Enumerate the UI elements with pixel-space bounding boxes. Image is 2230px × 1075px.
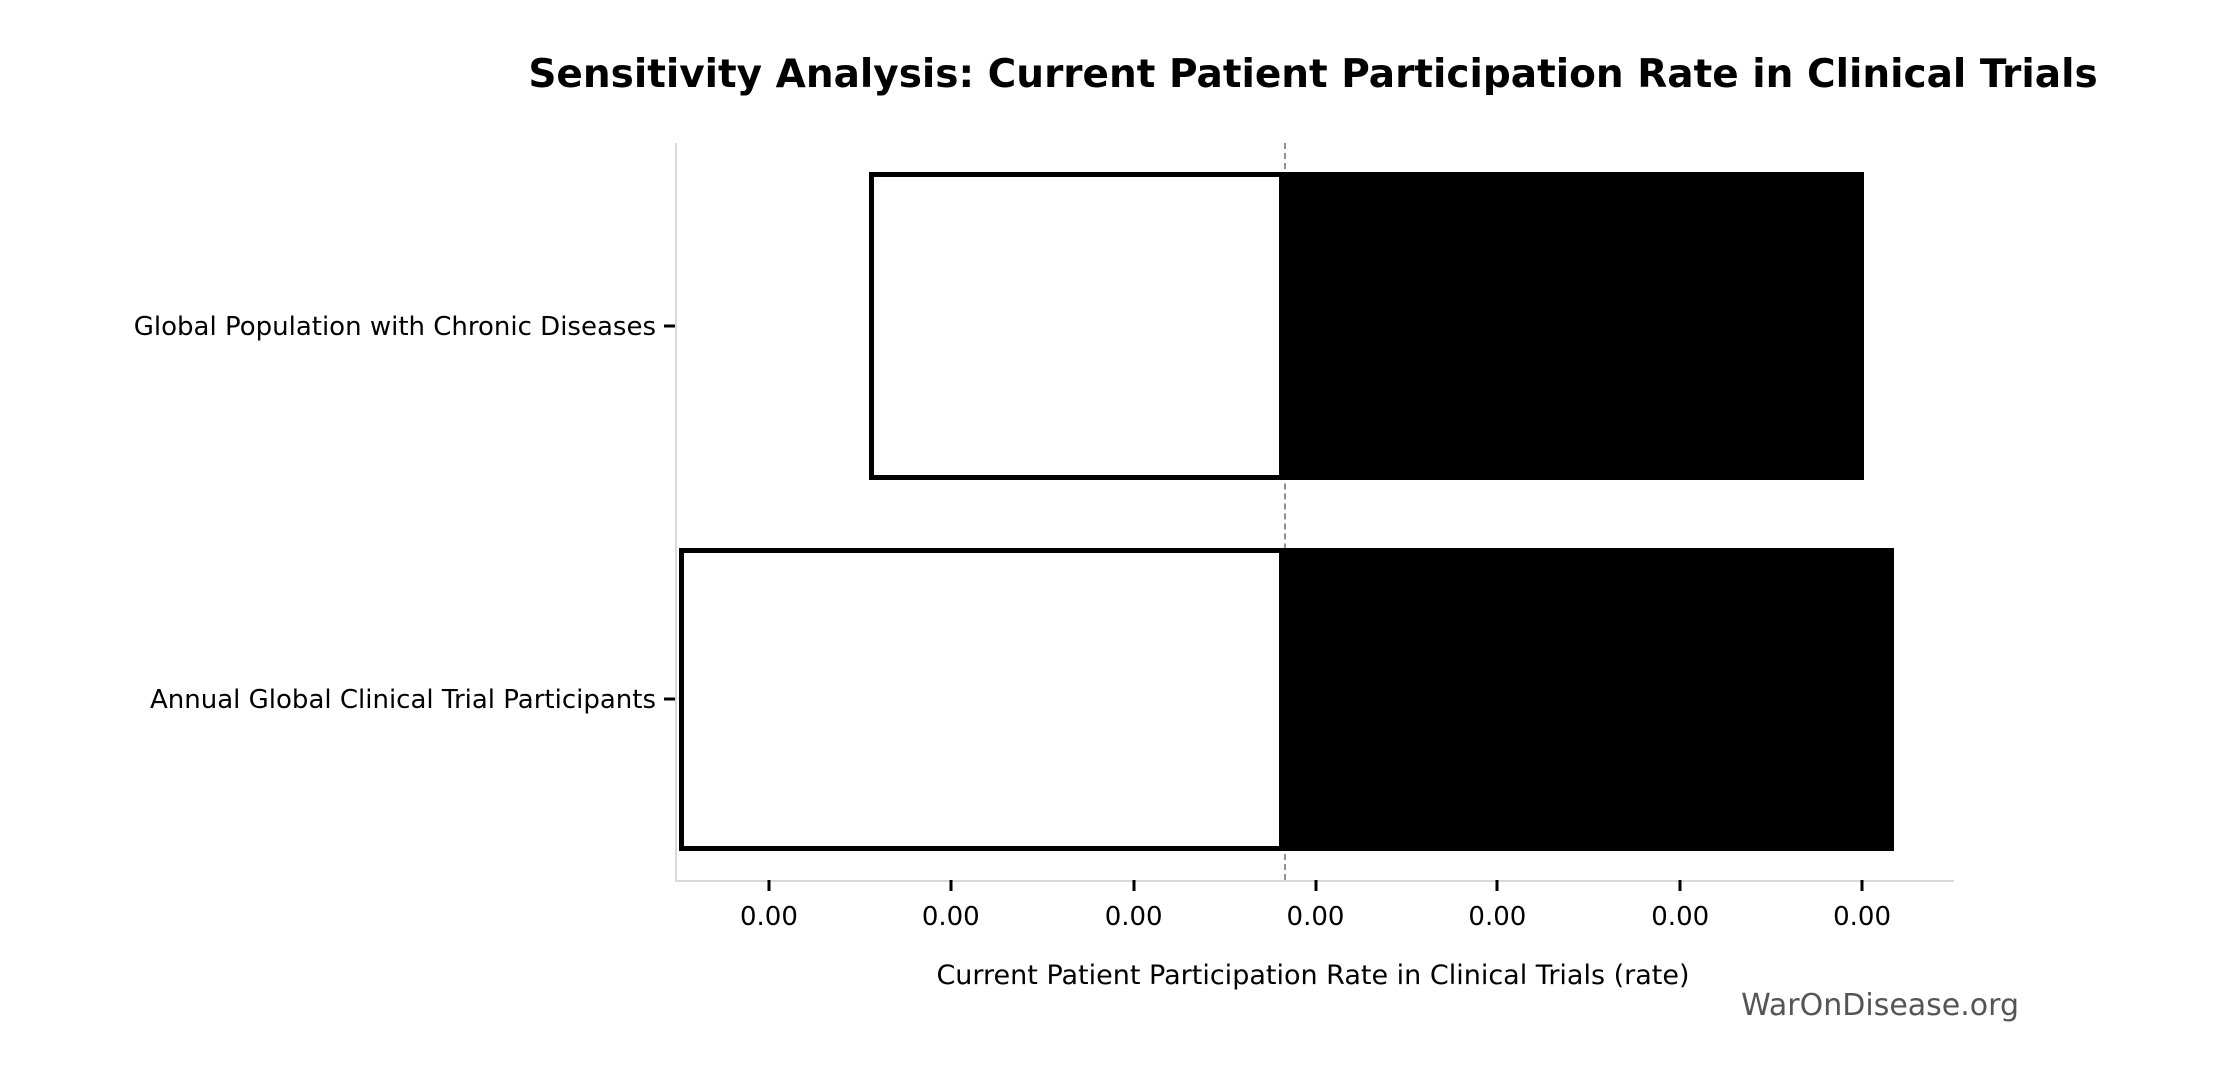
y-axis-tick-0 [664,324,675,328]
x-axis-tick-3 [1314,880,1317,891]
x-tick-label-6: 0.00 [1833,902,1891,932]
x-tick-label-2: 0.00 [1104,902,1163,932]
x-tick-label-1: 0.00 [921,902,980,932]
y-axis-label-annual-clinical-trial-participants: Annual Global Clinical Trial Participant… [150,685,656,715]
x-tick-label-4: 0.00 [1468,902,1527,932]
x-tick-label-3: 0.00 [1286,902,1345,932]
tornado-bar-low-side-row-1 [679,547,1285,851]
x-axis-tick-1 [949,880,953,891]
x-tick-label-0: 0.00 [739,902,798,932]
watermark-text: WarOnDisease.org [1741,988,2019,1023]
y-axis-tick-1 [664,697,675,701]
tornado-bar-high-side-row-1 [1284,547,1895,851]
x-axis-tick-0 [767,880,771,891]
x-tick-label-5: 0.00 [1651,902,1710,932]
plot-area: 0.00 0.00 0.00 0.00 0.00 0.00 0.00 [664,143,1954,932]
y-axis-label-global-population-chronic-diseases: Global Population with Chronic Diseases [133,312,656,342]
x-axis-tick-5 [1678,880,1682,891]
tornado-bar-low-side-row-0 [868,171,1285,480]
x-axis-tick-4 [1495,880,1499,891]
tornado-bar-high-side-row-0 [1284,171,1865,480]
baseline-dashed-line [1284,143,1287,880]
x-axis-tick-6 [1860,880,1864,891]
chart-title: Sensitivity Analysis: Current Patient Pa… [528,52,2098,97]
x-axis-tick-2 [1132,880,1136,891]
x-axis-title: Current Patient Participation Rate in Cl… [936,960,1690,991]
